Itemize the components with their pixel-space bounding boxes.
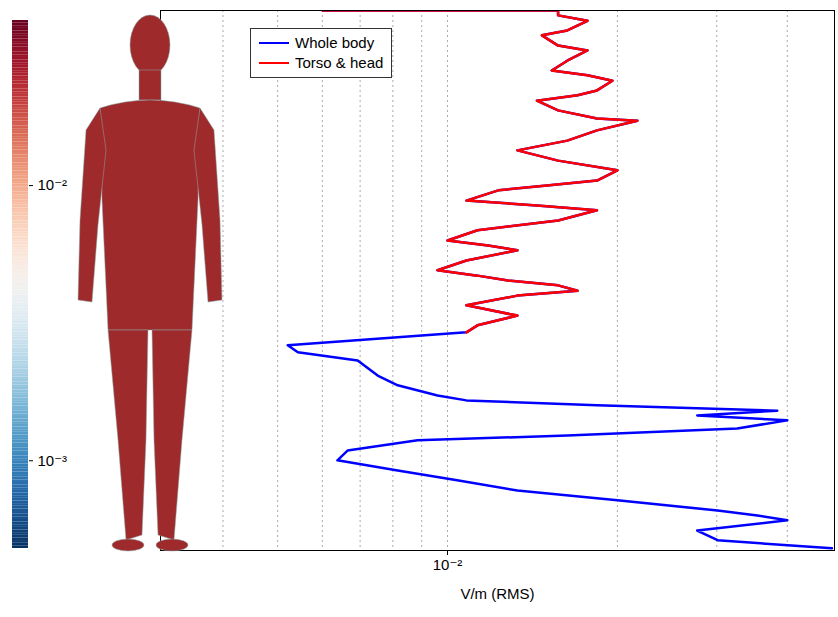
html-text:Torso & head: Torso & head (295, 54, 384, 71)
svg-text:10⁻²: 10⁻² (38, 176, 68, 193)
html-text:Whole body: Whole body (295, 34, 375, 51)
svg-text:10⁻²: 10⁻² (433, 556, 463, 573)
svg-text:10⁻³: 10⁻³ (38, 452, 68, 469)
svg-text:V/m (RMS): V/m (RMS) (460, 585, 534, 602)
